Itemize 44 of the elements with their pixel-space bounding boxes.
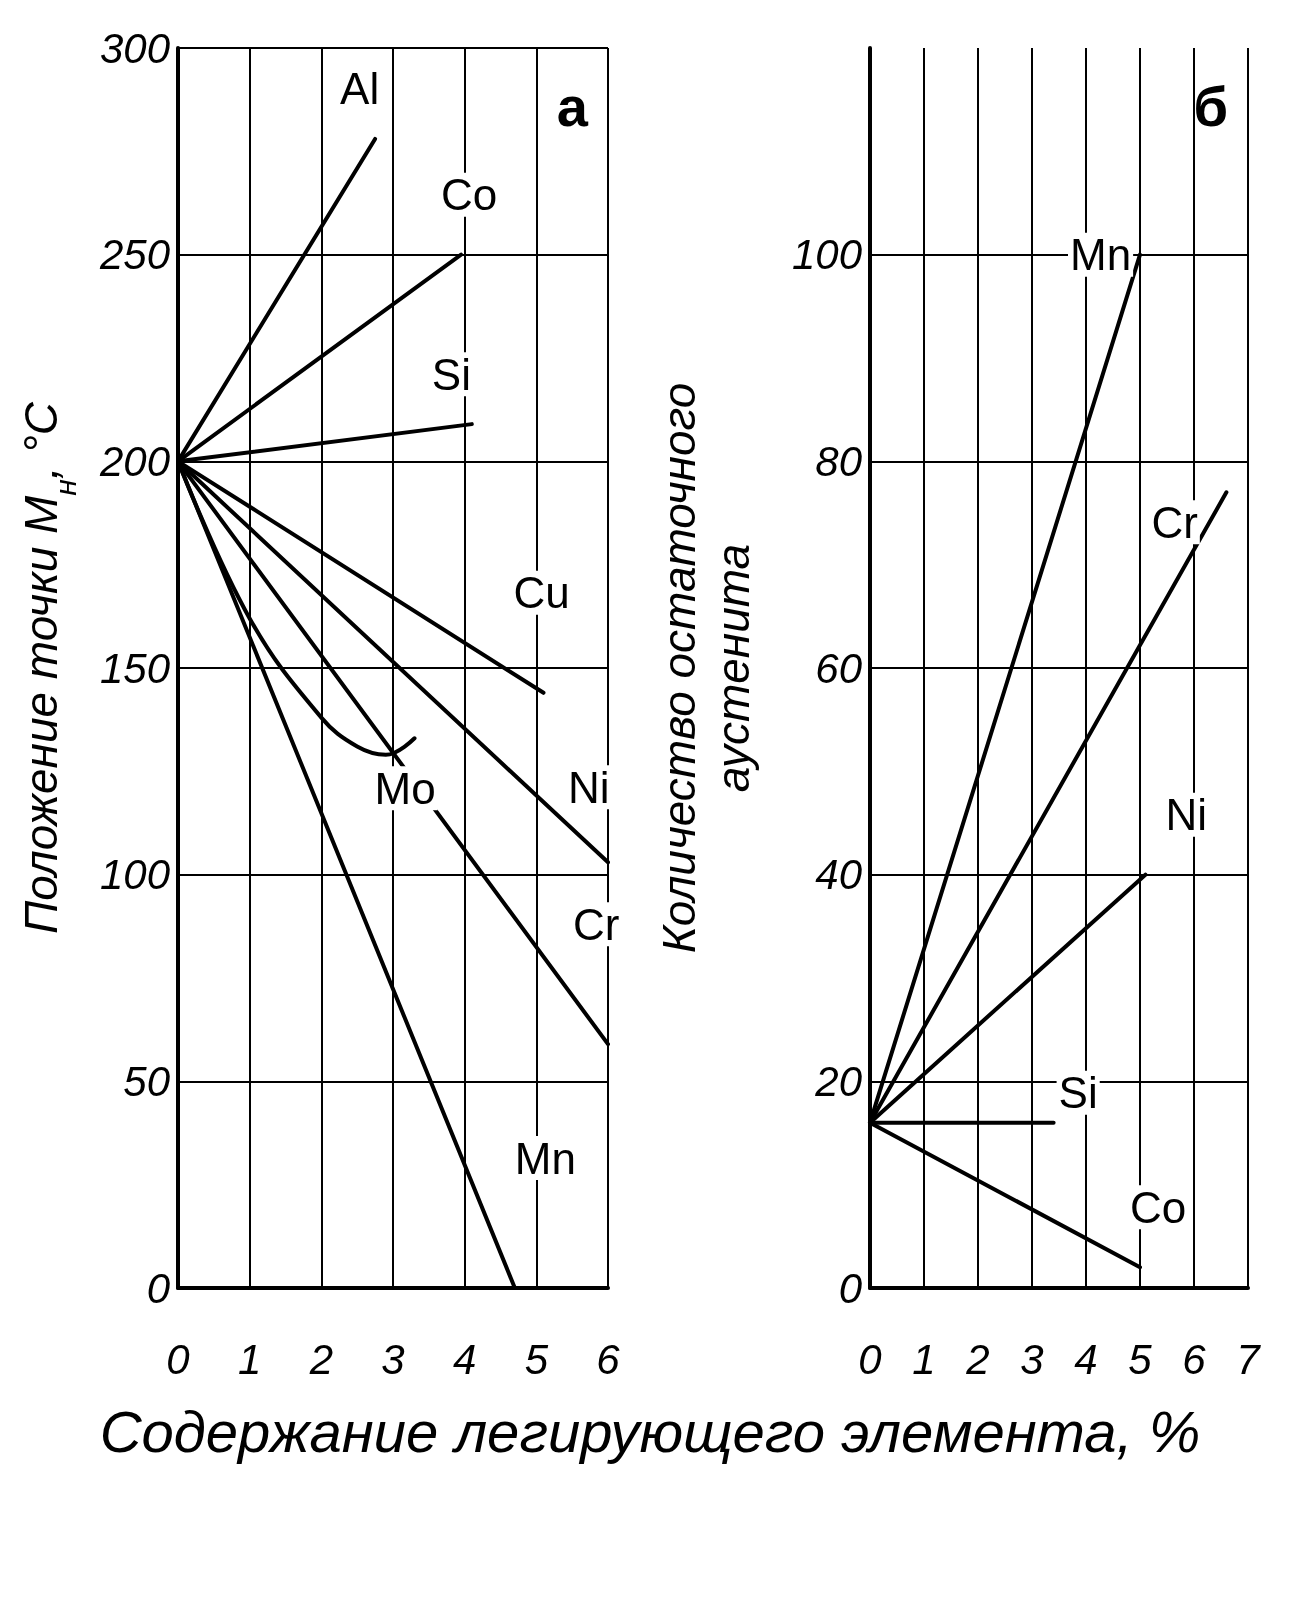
series-label: Mn — [1070, 230, 1132, 280]
y-tick-label: 150 — [99, 644, 171, 692]
series-label: Mn — [514, 1133, 576, 1183]
series-label: Cr — [1151, 497, 1198, 547]
series-label: Cr — [573, 899, 620, 949]
series-label: Co — [441, 170, 498, 220]
annotation: а — [556, 74, 589, 138]
y-tick-label: 0 — [838, 1264, 863, 1312]
y-tick-label: 60 — [815, 644, 863, 692]
y-tick-label: 100 — [791, 231, 863, 279]
x-tick-label: 5 — [1128, 1335, 1153, 1383]
x-tick-label: 4 — [452, 1335, 477, 1383]
y-axis-title: Количество остаточного аустенита — [653, 382, 759, 954]
x-tick-label: 2 — [965, 1335, 990, 1383]
x-tick-label: 1 — [237, 1335, 262, 1383]
x-tick-label: 1 — [912, 1335, 936, 1383]
series-label: Ni — [568, 762, 610, 812]
x-tick-label: 5 — [524, 1335, 549, 1383]
x-tick-label: 2 — [308, 1335, 334, 1383]
series-label: Si — [1058, 1068, 1098, 1118]
series-label: Mo — [374, 763, 436, 813]
x-tick-label: 7 — [1236, 1335, 1262, 1383]
x-tick-label: 3 — [1020, 1335, 1044, 1383]
y-tick-label: 200 — [98, 437, 171, 485]
x-tick-label: 4 — [1074, 1335, 1098, 1383]
series-label: Ni — [1165, 790, 1207, 840]
series-label: Cu — [513, 568, 570, 618]
series-label: Co — [1130, 1182, 1187, 1232]
y-tick-label: 250 — [98, 231, 171, 279]
y-tick-label: 100 — [99, 851, 171, 899]
x-tick-label: 3 — [381, 1335, 405, 1383]
y-tick-label: 300 — [99, 24, 171, 72]
y-tick-label: 80 — [815, 437, 863, 485]
y-tick-label: 50 — [123, 1057, 171, 1105]
series-label: Al — [340, 64, 380, 114]
series-label: Si — [431, 349, 471, 399]
y-tick-label: 40 — [815, 851, 863, 899]
annotation: б — [1193, 74, 1228, 138]
y-tick-label: 20 — [814, 1057, 863, 1105]
y-tick-label: 0 — [146, 1264, 171, 1312]
y-axis-title: Положение точки Mн, °C — [15, 401, 82, 935]
x-axis-title: Содержание легирующего элемента, % — [98, 1398, 1202, 1465]
x-tick-label: 6 — [1182, 1335, 1207, 1383]
x-tick-label: 6 — [596, 1335, 621, 1383]
